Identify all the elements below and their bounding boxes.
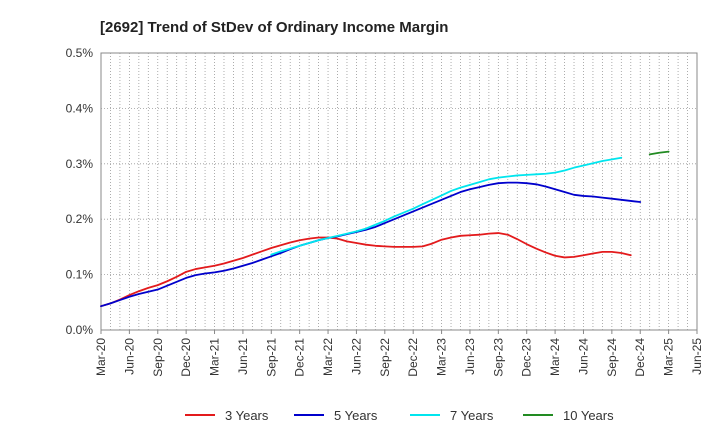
- legend-label: 3 Years: [225, 408, 269, 423]
- axis-layer: 0.0% 0.1% 0.2% 0.3% 0.4% 0.5% Mar-20 Jun-20 Sep-…: [66, 46, 704, 377]
- series-line: [270, 156, 623, 256]
- x-tick-label: Sep-22: [378, 338, 392, 377]
- x-tick-label: Dec-20: [179, 338, 193, 377]
- x-tick-label: Dec-23: [520, 338, 534, 377]
- x-tick-label: Jun-22: [349, 338, 363, 375]
- x-tick-label: Mar-24: [548, 338, 562, 376]
- x-tick-label: Dec-24: [633, 338, 647, 377]
- x-tick-label: Sep-21: [264, 338, 278, 377]
- y-tick-label: 0.0%: [66, 323, 94, 337]
- x-tick-label: Jun-24: [576, 338, 590, 375]
- x-tick-label: Sep-24: [605, 338, 619, 377]
- x-tick-label: Mar-22: [321, 338, 335, 376]
- x-tick-label: Jun-20: [122, 338, 136, 375]
- grid-layer: [100, 52, 698, 331]
- chart-title: [2692] Trend of StDev of Ordinary Income…: [100, 19, 448, 36]
- x-tick-label: Mar-20: [94, 338, 108, 376]
- series-layer: [100, 150, 670, 308]
- x-tick-label: Jun-21: [236, 338, 250, 375]
- x-tick-label: Mar-21: [208, 338, 222, 376]
- x-tick-label: Mar-25: [662, 338, 676, 376]
- series-line: [100, 181, 642, 308]
- legend-label: 5 Years: [334, 408, 378, 423]
- x-tick-label: Jun-23: [463, 338, 477, 375]
- y-tick-label: 0.3%: [66, 157, 94, 171]
- series-line: [648, 150, 670, 156]
- x-tick-label: Sep-23: [491, 338, 505, 377]
- legend: 3 Years 5 Years 7 Years 10 Years: [185, 408, 614, 423]
- y-tick-label: 0.2%: [66, 212, 94, 226]
- x-tick-label: Dec-22: [406, 338, 420, 377]
- series-line: [100, 232, 632, 308]
- x-tick-label: Dec-21: [293, 338, 307, 377]
- legend-label: 10 Years: [563, 408, 614, 423]
- y-tick-label: 0.1%: [66, 268, 94, 282]
- x-tick-label: Jun-25: [690, 338, 704, 375]
- plot-area: [100, 52, 698, 331]
- y-tick-label: 0.5%: [66, 46, 94, 60]
- y-tick-label: 0.4%: [66, 101, 94, 115]
- x-tick-label: Sep-20: [151, 338, 165, 377]
- legend-label: 7 Years: [450, 408, 494, 423]
- x-tick-label: Mar-23: [435, 338, 449, 376]
